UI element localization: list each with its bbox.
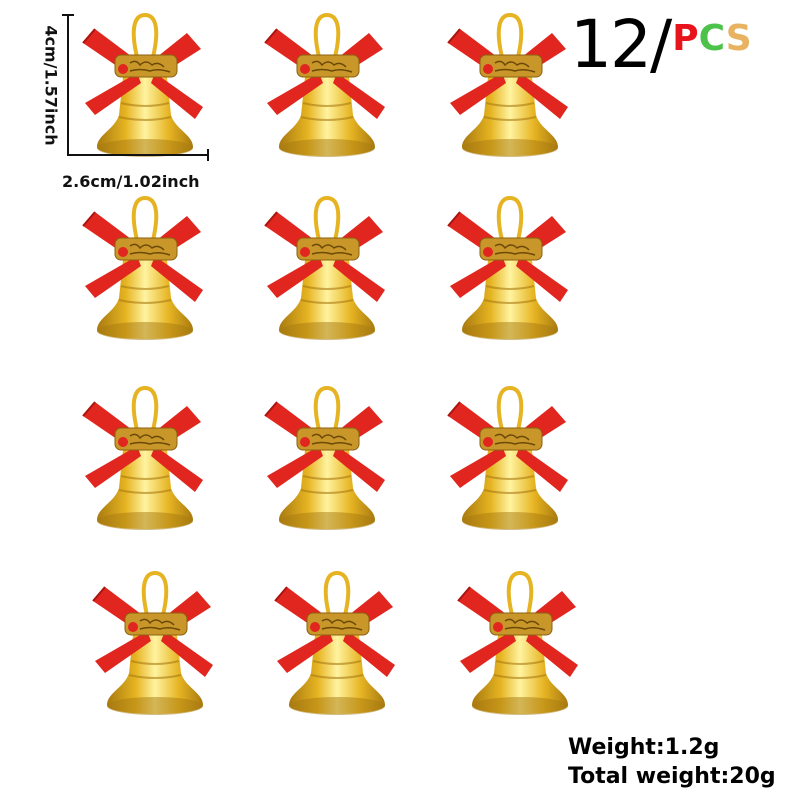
quantity-unit-letter: S — [725, 18, 752, 59]
height-label: 4cm/1.57inch — [41, 25, 61, 146]
quantity-unit: PCS — [672, 18, 751, 59]
unit-weight: Weight:1.2g — [568, 735, 720, 760]
bell-ornament — [440, 380, 580, 540]
quantity-unit-letter: P — [672, 18, 699, 59]
bell-ornament — [450, 565, 590, 725]
weight-info: Weight:1.2g Total weight:20g — [568, 733, 776, 791]
bell-ornament — [257, 7, 397, 167]
bell-ornament — [75, 7, 215, 167]
quantity-unit-letter: C — [698, 18, 726, 59]
bell-ornament — [85, 565, 225, 725]
height-dimension-tick — [62, 14, 74, 16]
bell-ornament — [267, 565, 407, 725]
width-dimension-tick — [207, 149, 209, 161]
quantity-number: 12 — [570, 6, 652, 83]
width-dimension-line — [67, 154, 209, 156]
quantity-slash: / — [649, 6, 673, 83]
width-label: 2.6cm/1.02inch — [62, 172, 200, 191]
bell-ornament — [257, 380, 397, 540]
bell-ornament — [440, 190, 580, 350]
bell-ornament — [75, 380, 215, 540]
bell-ornament — [257, 190, 397, 350]
bell-ornament — [440, 7, 580, 167]
bell-ornament — [75, 190, 215, 350]
quantity-badge: 12/PCS — [570, 6, 752, 83]
total-weight: Total weight:20g — [568, 764, 776, 789]
height-dimension-line — [67, 14, 69, 156]
